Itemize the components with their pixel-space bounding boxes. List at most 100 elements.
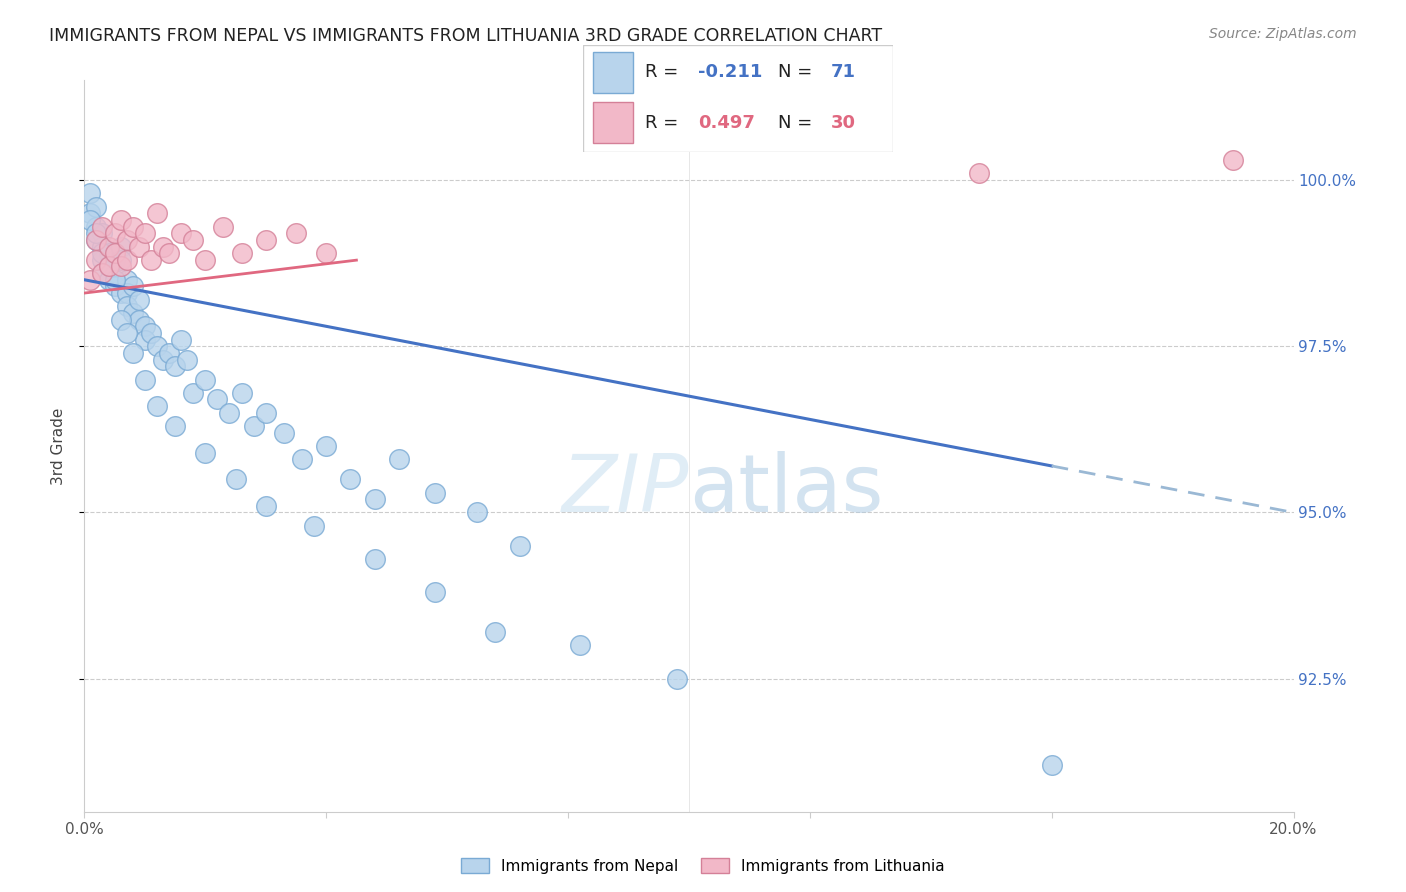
Text: N =: N = <box>779 63 818 81</box>
Point <box>152 352 174 367</box>
Point <box>152 239 174 253</box>
Point <box>134 333 156 347</box>
Point <box>134 319 156 334</box>
Text: -0.211: -0.211 <box>697 63 762 81</box>
Point <box>134 226 156 240</box>
Point <box>128 312 150 326</box>
Point <box>254 499 277 513</box>
Point <box>231 385 253 400</box>
Point <box>467 506 489 520</box>
Point <box>121 219 143 234</box>
Point <box>121 306 143 320</box>
Point <box>194 372 217 386</box>
Point <box>115 273 138 287</box>
Bar <box>593 52 633 93</box>
Point <box>665 672 688 686</box>
Point <box>139 326 162 340</box>
Bar <box>593 103 633 143</box>
Text: N =: N = <box>779 114 818 132</box>
Text: atlas: atlas <box>689 450 883 529</box>
Point <box>1222 153 1244 167</box>
Point <box>484 625 506 640</box>
Point <box>388 452 411 467</box>
Text: 0.497: 0.497 <box>697 114 755 132</box>
Point <box>104 226 127 240</box>
Point <box>218 406 240 420</box>
Point <box>79 273 101 287</box>
Point <box>115 252 138 267</box>
Point <box>170 333 193 347</box>
Point <box>194 252 217 267</box>
Point <box>91 239 114 253</box>
Point <box>86 233 108 247</box>
Point <box>86 200 108 214</box>
Point <box>110 286 132 301</box>
Point <box>97 260 120 274</box>
Point <box>110 239 132 253</box>
Point <box>423 585 446 599</box>
Text: ZIP: ZIP <box>561 450 689 529</box>
Point <box>91 266 114 280</box>
Point <box>115 326 138 340</box>
Point <box>181 385 204 400</box>
Point <box>285 226 308 240</box>
Point <box>254 233 277 247</box>
Point <box>115 233 138 247</box>
Text: 30: 30 <box>831 114 856 132</box>
Point <box>225 472 247 486</box>
Legend: Immigrants from Nepal, Immigrants from Lithuania: Immigrants from Nepal, Immigrants from L… <box>456 852 950 880</box>
Point <box>110 252 132 267</box>
Text: R =: R = <box>645 114 685 132</box>
Point <box>509 539 531 553</box>
Point <box>97 246 120 260</box>
Point <box>146 399 169 413</box>
Point <box>104 266 127 280</box>
Point <box>176 352 198 367</box>
Point <box>91 219 114 234</box>
Text: 71: 71 <box>831 63 856 81</box>
Point <box>97 239 120 253</box>
Point <box>115 299 138 313</box>
Point <box>128 293 150 307</box>
Point <box>315 246 337 260</box>
Point <box>146 206 169 220</box>
Point <box>91 226 114 240</box>
Point <box>146 339 169 353</box>
Point <box>181 233 204 247</box>
Point <box>86 219 108 234</box>
Point <box>104 252 127 267</box>
Point <box>273 425 295 440</box>
Point <box>79 206 101 220</box>
Point <box>1040 758 1063 772</box>
Point <box>363 552 385 566</box>
Point <box>254 406 277 420</box>
Point <box>110 213 132 227</box>
Point <box>139 252 162 267</box>
Point <box>97 273 120 287</box>
Point <box>121 346 143 360</box>
Point <box>194 445 217 459</box>
Point <box>86 226 108 240</box>
Point <box>79 186 101 201</box>
Point <box>104 246 127 260</box>
Point <box>110 260 132 274</box>
Point <box>363 492 385 507</box>
Point <box>97 260 120 274</box>
Text: R =: R = <box>645 63 685 81</box>
Point <box>134 372 156 386</box>
Point <box>242 419 264 434</box>
Point <box>86 252 108 267</box>
Point <box>97 260 120 274</box>
Point <box>110 312 132 326</box>
Point <box>207 392 229 407</box>
Text: Source: ZipAtlas.com: Source: ZipAtlas.com <box>1209 27 1357 41</box>
Point <box>104 279 127 293</box>
Point <box>79 213 101 227</box>
Point <box>86 233 108 247</box>
Point <box>967 166 990 180</box>
Point <box>104 273 127 287</box>
Point <box>165 419 187 434</box>
Point <box>170 226 193 240</box>
Point <box>91 252 114 267</box>
Point <box>212 219 235 234</box>
